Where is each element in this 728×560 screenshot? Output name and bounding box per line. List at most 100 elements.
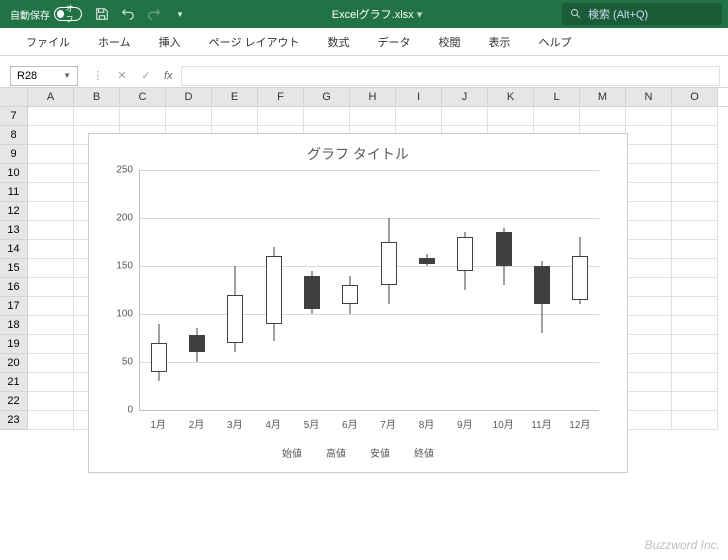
row-header[interactable]: 9 [0, 145, 28, 164]
cell[interactable] [672, 183, 718, 202]
cell[interactable] [626, 145, 672, 164]
column-header[interactable]: D [166, 88, 212, 106]
row-header[interactable]: 14 [0, 240, 28, 259]
cell[interactable] [28, 278, 74, 297]
row-header[interactable]: 13 [0, 221, 28, 240]
cell[interactable] [626, 297, 672, 316]
cell[interactable] [28, 164, 74, 183]
cell[interactable] [626, 373, 672, 392]
cell[interactable] [672, 297, 718, 316]
cell[interactable] [28, 335, 74, 354]
cell[interactable] [28, 107, 74, 126]
cell[interactable] [120, 107, 166, 126]
cell[interactable] [672, 145, 718, 164]
cell[interactable] [626, 278, 672, 297]
cell[interactable] [672, 202, 718, 221]
cell[interactable] [28, 297, 74, 316]
cell[interactable] [626, 221, 672, 240]
row-header[interactable]: 17 [0, 297, 28, 316]
row-header[interactable]: 10 [0, 164, 28, 183]
cell[interactable] [626, 183, 672, 202]
cell[interactable] [672, 240, 718, 259]
row-header[interactable]: 12 [0, 202, 28, 221]
cells-area[interactable]: グラフ タイトル 0501001502002501月2月3月4月5月6月7月8月… [28, 107, 728, 430]
cell[interactable] [672, 316, 718, 335]
cell[interactable] [672, 373, 718, 392]
column-header[interactable]: B [74, 88, 120, 106]
enter-formula-button[interactable]: ✓ [136, 69, 156, 82]
column-header[interactable]: E [212, 88, 258, 106]
cell[interactable] [626, 164, 672, 183]
cell[interactable] [28, 145, 74, 164]
undo-button[interactable] [116, 2, 140, 26]
candlestick[interactable] [503, 170, 504, 410]
ribbon-tab[interactable]: ファイル [12, 28, 84, 56]
column-header[interactable]: L [534, 88, 580, 106]
cell[interactable] [672, 411, 718, 430]
cell[interactable] [672, 221, 718, 240]
ribbon-tab[interactable]: 校閲 [425, 28, 475, 56]
chart-object[interactable]: グラフ タイトル 0501001502002501月2月3月4月5月6月7月8月… [88, 133, 628, 473]
cell[interactable] [626, 259, 672, 278]
cell[interactable] [672, 354, 718, 373]
row-header[interactable]: 19 [0, 335, 28, 354]
ribbon-tab[interactable]: ページ レイアウト [195, 28, 314, 56]
row-header[interactable]: 15 [0, 259, 28, 278]
candlestick[interactable] [542, 170, 543, 410]
row-header[interactable]: 11 [0, 183, 28, 202]
legend-item[interactable]: 始値 [282, 445, 302, 460]
cell[interactable] [28, 221, 74, 240]
legend-item[interactable]: 終値 [414, 445, 434, 460]
legend-item[interactable]: 高値 [326, 445, 346, 460]
candlestick[interactable] [465, 170, 466, 410]
cell[interactable] [28, 354, 74, 373]
cell[interactable] [28, 411, 74, 430]
cell[interactable] [672, 259, 718, 278]
cell[interactable] [28, 183, 74, 202]
cell[interactable] [672, 107, 718, 126]
chart-legend[interactable]: 始値 高値 安値 終値 [89, 445, 627, 460]
cell[interactable] [672, 126, 718, 145]
row-header[interactable]: 18 [0, 316, 28, 335]
cancel-formula-button[interactable]: ✕ [112, 69, 132, 82]
column-header[interactable]: A [28, 88, 74, 106]
cell[interactable] [580, 107, 626, 126]
cell[interactable] [626, 202, 672, 221]
candlestick[interactable] [350, 170, 351, 410]
cell[interactable] [350, 107, 396, 126]
redo-button[interactable] [142, 2, 166, 26]
chart-title[interactable]: グラフ タイトル [89, 134, 627, 170]
row-header[interactable]: 7 [0, 107, 28, 126]
ribbon-tab[interactable]: ホーム [84, 28, 145, 56]
candlestick[interactable] [158, 170, 159, 410]
qat-dropdown[interactable]: ▾ [168, 2, 192, 26]
candlestick[interactable] [273, 170, 274, 410]
cell[interactable] [626, 335, 672, 354]
column-header[interactable]: K [488, 88, 534, 106]
cell[interactable] [28, 202, 74, 221]
ribbon-tab[interactable]: 挿入 [145, 28, 195, 56]
cell[interactable] [442, 107, 488, 126]
cell[interactable] [28, 240, 74, 259]
fx-label[interactable]: fx [164, 70, 173, 82]
row-header[interactable]: 20 [0, 354, 28, 373]
legend-item[interactable]: 安値 [370, 445, 390, 460]
column-header[interactable]: I [396, 88, 442, 106]
cell[interactable] [626, 107, 672, 126]
column-header[interactable]: N [626, 88, 672, 106]
candlestick[interactable] [197, 170, 198, 410]
cell[interactable] [672, 278, 718, 297]
column-header[interactable]: C [120, 88, 166, 106]
cell[interactable] [258, 107, 304, 126]
row-header[interactable]: 23 [0, 411, 28, 430]
candlestick[interactable] [580, 170, 581, 410]
column-header[interactable]: M [580, 88, 626, 106]
autosave-toggle[interactable]: 自動保存 オフ [4, 5, 88, 24]
column-header[interactable]: J [442, 88, 488, 106]
candlestick[interactable] [388, 170, 389, 410]
cell[interactable] [534, 107, 580, 126]
cell[interactable] [396, 107, 442, 126]
cell[interactable] [626, 354, 672, 373]
row-header[interactable]: 8 [0, 126, 28, 145]
save-button[interactable] [90, 2, 114, 26]
